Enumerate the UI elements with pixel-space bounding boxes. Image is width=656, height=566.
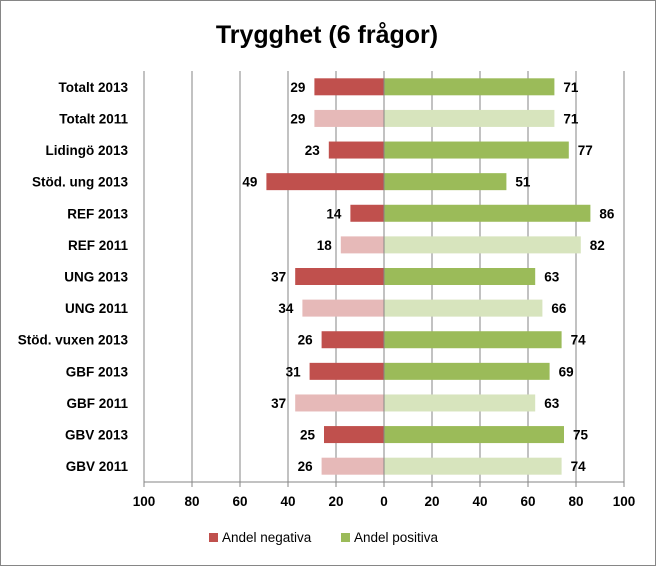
legend-swatch xyxy=(209,533,218,542)
x-tick-label: 40 xyxy=(280,494,295,509)
category-label: GBV 2011 xyxy=(66,459,129,474)
data-label-positive: 74 xyxy=(571,459,587,474)
data-label-positive: 77 xyxy=(578,143,593,158)
chart-title: Trygghet (6 frågor) xyxy=(216,21,438,49)
category-label: UNG 2011 xyxy=(65,301,129,316)
data-label-negative: 14 xyxy=(326,206,342,221)
x-axis: 100 80 60 40 20 0 20 40 60 80 100 xyxy=(133,71,636,509)
data-label-negative: 25 xyxy=(300,428,316,443)
data-label-negative: 29 xyxy=(290,80,305,95)
legend: Andel negativa Andel positiva xyxy=(209,530,439,545)
x-tick-label: 60 xyxy=(232,494,247,509)
x-tick-label: 60 xyxy=(520,494,535,509)
bar-positive xyxy=(384,331,562,349)
data-label-negative: 34 xyxy=(278,301,294,316)
bar-negative xyxy=(350,204,384,222)
data-label-negative: 29 xyxy=(290,111,305,126)
category-label: GBF 2013 xyxy=(66,364,129,379)
bar-positive xyxy=(384,141,569,159)
data-label-positive: 82 xyxy=(590,238,605,253)
bar-negative xyxy=(324,426,384,444)
x-tick-label: 80 xyxy=(568,494,583,509)
category-label: Lidingö 2013 xyxy=(45,143,128,158)
category-label: REF 2013 xyxy=(67,206,128,221)
data-label-positive: 63 xyxy=(544,396,560,411)
bar-positive xyxy=(384,268,536,285)
bar-negative xyxy=(295,268,384,285)
bar-positive xyxy=(384,457,562,475)
data-label-negative: 18 xyxy=(317,238,333,253)
x-tick-label: 20 xyxy=(424,494,439,509)
data-label-positive: 71 xyxy=(563,80,579,95)
data-label-negative: 37 xyxy=(271,270,286,285)
bar-positive xyxy=(384,426,564,444)
category-label: Stöd. ung 2013 xyxy=(32,175,129,190)
category-label: Totalt 2013 xyxy=(58,80,128,95)
data-label-negative: 26 xyxy=(298,333,314,348)
data-label-negative: 23 xyxy=(305,143,321,158)
legend-swatch xyxy=(341,533,350,542)
data-label-positive: 66 xyxy=(551,301,567,316)
bar-positive xyxy=(384,78,555,96)
data-label-positive: 86 xyxy=(599,206,615,221)
data-label-positive: 75 xyxy=(573,428,589,443)
data-label-negative: 31 xyxy=(286,364,302,379)
data-label-negative: 37 xyxy=(271,396,286,411)
x-tick-label: 80 xyxy=(184,494,199,509)
bars xyxy=(266,78,591,475)
category-label: Stöd. vuxen 2013 xyxy=(18,333,129,348)
x-tick-label: 100 xyxy=(613,494,636,509)
bar-negative xyxy=(328,141,384,159)
x-tick-label: 100 xyxy=(133,494,156,509)
gridlines xyxy=(143,71,625,482)
bar-negative xyxy=(302,299,384,317)
data-label-positive: 51 xyxy=(515,175,531,190)
category-label: GBF 2011 xyxy=(66,396,128,411)
bar-positive xyxy=(384,173,507,191)
bar-positive xyxy=(384,299,543,317)
bar-negative xyxy=(321,457,384,475)
x-tick-label: 0 xyxy=(380,494,388,509)
legend-label: Andel positiva xyxy=(354,530,439,545)
category-label: GBV 2013 xyxy=(65,428,129,443)
legend-label: Andel negativa xyxy=(222,530,312,545)
bar-negative xyxy=(309,362,384,380)
x-tick-label: 40 xyxy=(472,494,487,509)
bar-negative xyxy=(314,109,384,127)
bar-negative xyxy=(266,173,384,191)
data-label-negative: 26 xyxy=(298,459,314,474)
labels: Totalt 2013 29 71 Totalt 2011 29 71 Lidingö 20… xyxy=(18,80,615,474)
data-label-positive: 69 xyxy=(559,364,574,379)
bar-positive xyxy=(384,236,581,254)
bar-negative xyxy=(321,331,384,349)
category-label: REF 2011 xyxy=(68,238,129,253)
data-label-positive: 63 xyxy=(544,270,560,285)
category-label: UNG 2013 xyxy=(64,270,128,285)
x-tick-label: 20 xyxy=(328,494,343,509)
bar-negative xyxy=(314,78,384,96)
category-label: Totalt 2011 xyxy=(59,111,128,126)
data-label-negative: 49 xyxy=(242,175,257,190)
bar-negative xyxy=(340,236,384,254)
bar-positive xyxy=(384,204,591,222)
bar-positive xyxy=(384,394,536,412)
data-label-positive: 74 xyxy=(571,333,587,348)
bar-positive xyxy=(384,362,550,380)
bar-positive xyxy=(384,109,555,127)
data-label-positive: 71 xyxy=(563,111,579,126)
bar-negative xyxy=(295,394,384,412)
